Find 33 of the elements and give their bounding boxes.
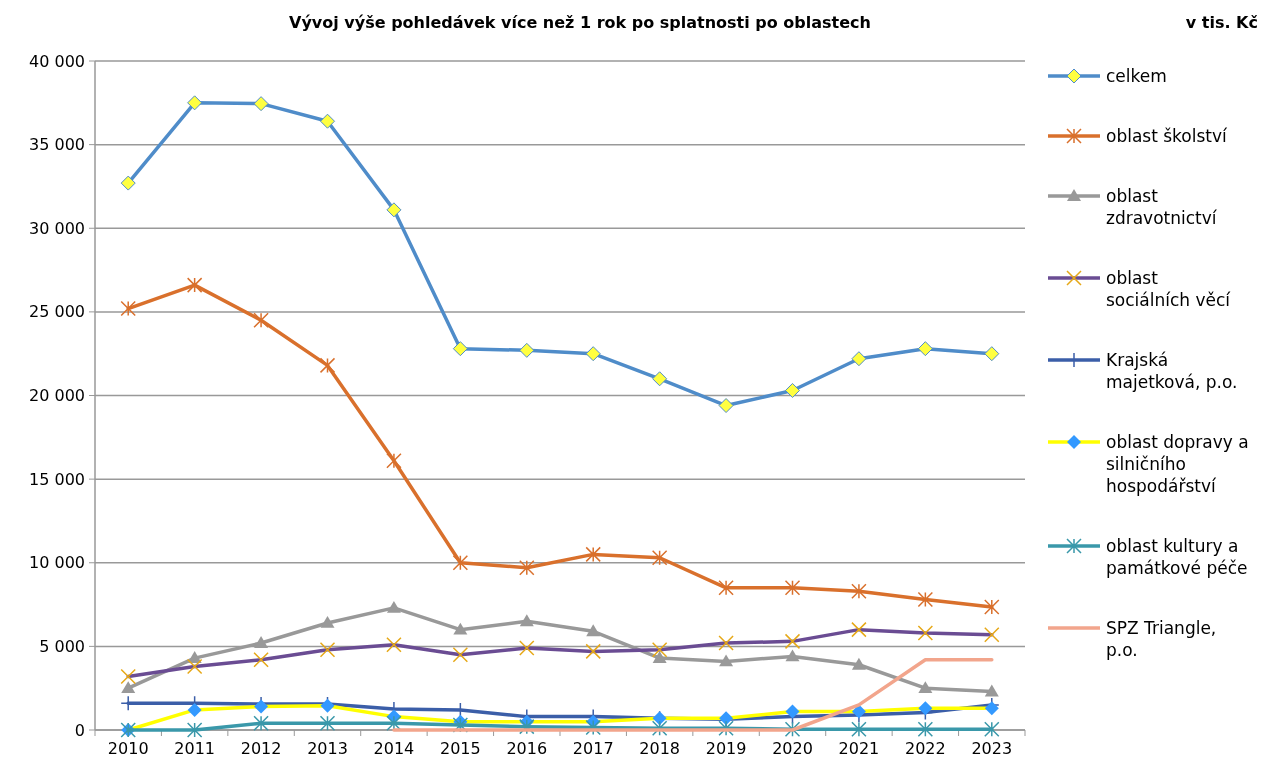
x-tick-label: 2014 [373,739,415,758]
x-tick-label: 2012 [240,739,282,758]
legend-label: oblast zdravotnictví [1106,185,1218,228]
y-tick-label: 10 000 [29,553,85,573]
legend-label: celkem [1106,65,1167,86]
y-tick-label: 20 000 [29,386,85,406]
y-tick-label: 0 [74,720,85,740]
y-tick-label: 25 000 [29,302,85,322]
x-tick-label: 2023 [971,739,1013,758]
x-tick-label: 2015 [440,739,481,758]
legend-label: oblast kultury a památkové péče [1106,535,1248,578]
y-tick-label: 30 000 [29,218,85,238]
y-tick-label: 5 000 [39,636,85,656]
legend-label: oblast dopravy a silničního hospodářství [1106,431,1249,496]
x-tick-label: 2017 [572,739,614,758]
y-tick-label: 35 000 [29,135,85,155]
x-tick-label: 2018 [639,739,680,758]
x-tick-label: 2016 [506,739,548,758]
x-tick-label: 2013 [307,739,348,758]
x-tick-label: 2010 [107,739,149,758]
legend-label: Krajská majetková, p.o. [1106,349,1238,392]
legend-label: oblast školství [1106,125,1229,146]
legend-label: oblast sociálních věcí [1106,267,1232,310]
x-tick-label: 2020 [772,739,813,758]
chart-title: Vývoj výše pohledávek více než 1 rok po splatnosti po oblastech [289,13,871,32]
x-tick-label: 2022 [905,739,946,758]
y-tick-label: 15 000 [29,469,85,489]
x-tick-label: 2021 [838,739,880,758]
x-tick-label: 2019 [705,739,747,758]
y-tick-label: 40 000 [29,51,85,71]
legend-label: SPZ Triangle, p.o. [1106,617,1217,660]
text: v tis. Kč [1185,13,1258,32]
x-tick-label: 2011 [174,739,215,758]
